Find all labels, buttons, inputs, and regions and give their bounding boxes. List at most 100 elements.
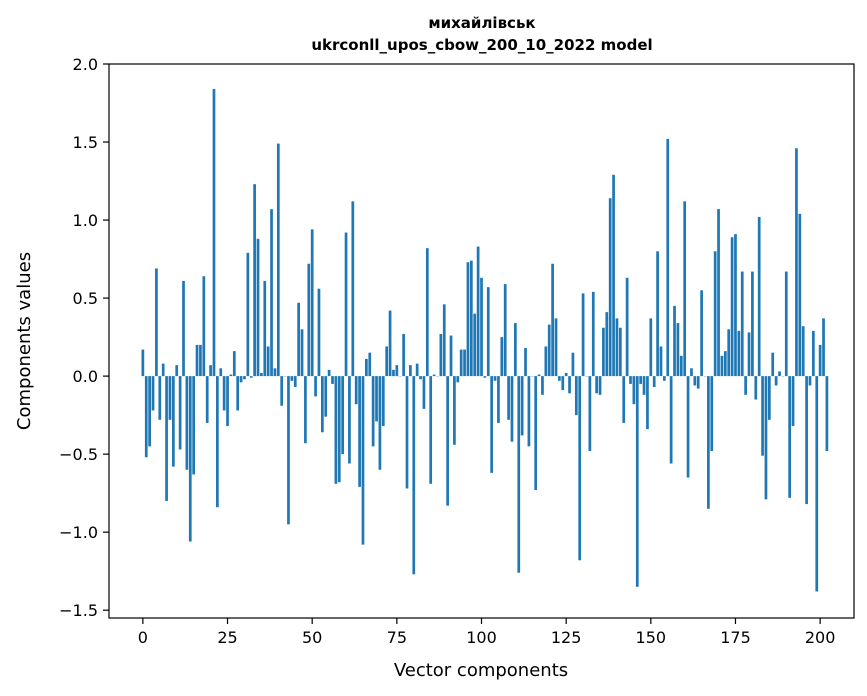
bar bbox=[652, 376, 656, 388]
bar bbox=[595, 376, 598, 394]
bar bbox=[629, 376, 632, 384]
bar bbox=[500, 337, 504, 377]
bar bbox=[368, 352, 372, 377]
bar bbox=[710, 376, 714, 452]
bar bbox=[280, 376, 284, 406]
bar bbox=[209, 365, 212, 377]
bar bbox=[456, 376, 460, 383]
x-tick-label: 75 bbox=[387, 628, 407, 647]
bar bbox=[476, 246, 480, 377]
bar bbox=[818, 344, 822, 377]
y-tick-label: 0.0 bbox=[73, 367, 98, 386]
bar bbox=[324, 376, 328, 417]
bar bbox=[178, 376, 182, 450]
bar bbox=[293, 376, 297, 388]
bar bbox=[537, 374, 541, 377]
bar bbox=[266, 346, 270, 377]
bar bbox=[473, 313, 477, 377]
bar bbox=[663, 376, 666, 381]
bar bbox=[415, 363, 419, 377]
bar bbox=[331, 376, 334, 384]
bar bbox=[554, 318, 558, 377]
x-tick-label: 125 bbox=[551, 628, 582, 647]
bar bbox=[808, 376, 812, 386]
bar bbox=[229, 374, 233, 377]
bar bbox=[639, 376, 643, 384]
bar bbox=[561, 376, 565, 391]
bar bbox=[469, 260, 473, 377]
bar bbox=[720, 355, 724, 377]
bar bbox=[686, 376, 690, 478]
bar bbox=[642, 376, 646, 395]
bar bbox=[713, 251, 717, 377]
bar bbox=[287, 376, 290, 525]
bar bbox=[239, 376, 243, 383]
bar bbox=[419, 376, 422, 380]
bar bbox=[392, 369, 395, 377]
bar bbox=[727, 329, 731, 377]
bar bbox=[276, 143, 280, 377]
bar bbox=[354, 376, 358, 405]
x-tick-label: 0 bbox=[138, 628, 148, 647]
bar bbox=[219, 368, 223, 377]
bar bbox=[480, 277, 483, 377]
bar bbox=[679, 355, 683, 377]
bar bbox=[737, 330, 741, 377]
bar bbox=[314, 376, 317, 397]
chart-subtitle: ukrconll_upos_cbow_200_10_2022 model bbox=[311, 36, 652, 54]
bar bbox=[490, 376, 494, 473]
bar bbox=[300, 329, 304, 377]
bar bbox=[764, 376, 768, 500]
bar bbox=[344, 232, 348, 377]
bar bbox=[588, 376, 592, 452]
bar bbox=[256, 238, 260, 377]
bar bbox=[507, 376, 510, 420]
bar bbox=[740, 271, 744, 377]
bar bbox=[253, 184, 256, 377]
bar bbox=[290, 376, 294, 381]
bar bbox=[591, 291, 595, 377]
bar bbox=[602, 327, 605, 377]
bar bbox=[632, 376, 636, 405]
bar bbox=[767, 376, 771, 420]
bar bbox=[493, 376, 497, 381]
bar bbox=[182, 280, 185, 377]
bar bbox=[409, 365, 412, 377]
bar bbox=[388, 310, 392, 377]
bar bbox=[144, 376, 148, 458]
bar bbox=[466, 262, 470, 377]
bar bbox=[822, 318, 825, 377]
bar bbox=[551, 263, 554, 377]
x-axis-ticks: 0 25 50 75 100 125 150 175 200 bbox=[138, 618, 835, 647]
bar bbox=[148, 376, 151, 447]
bar bbox=[693, 376, 697, 386]
bar bbox=[270, 209, 273, 377]
bar bbox=[568, 376, 571, 394]
bar bbox=[304, 376, 307, 444]
bar bbox=[788, 376, 792, 498]
bar bbox=[371, 376, 375, 447]
bar bbox=[155, 268, 158, 377]
bar bbox=[798, 213, 802, 377]
y-tick-label: −0.5 bbox=[59, 445, 98, 464]
x-tick-label: 100 bbox=[466, 628, 497, 647]
bar bbox=[534, 376, 538, 491]
bar bbox=[612, 174, 615, 377]
bar bbox=[337, 376, 341, 483]
bar bbox=[432, 374, 436, 377]
bar bbox=[618, 327, 622, 377]
bar bbox=[378, 376, 382, 470]
bar bbox=[757, 216, 761, 377]
bar bbox=[453, 376, 456, 445]
y-tick-label: −1.0 bbox=[59, 523, 98, 542]
bar bbox=[141, 349, 145, 377]
bar bbox=[598, 376, 602, 395]
bar bbox=[700, 290, 703, 377]
bar bbox=[812, 330, 815, 377]
bar bbox=[646, 376, 649, 430]
bar bbox=[659, 346, 663, 377]
bar bbox=[723, 351, 727, 377]
bars-group bbox=[141, 88, 829, 592]
bar bbox=[375, 376, 378, 422]
bar bbox=[236, 376, 240, 411]
